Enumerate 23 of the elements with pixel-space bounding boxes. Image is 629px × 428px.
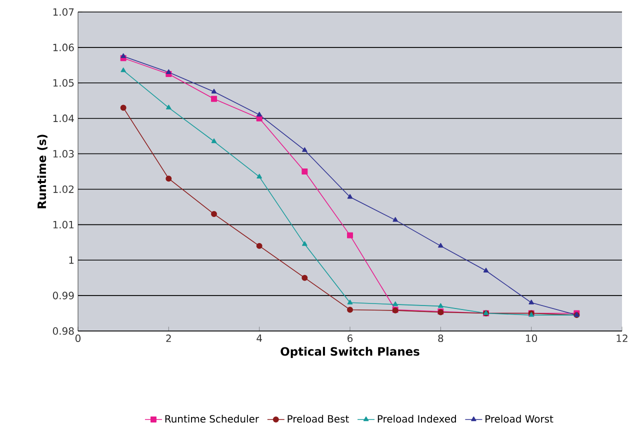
y-tick-label: 1.03 — [53, 150, 74, 158]
x-tick-label: 8 — [438, 334, 444, 342]
y-tick-label: 1.06 — [53, 44, 74, 52]
x-axis-title: Optical Switch Planes — [280, 346, 420, 358]
y-tick-label: 1.05 — [53, 79, 74, 87]
legend-label: Preload Worst — [486, 414, 554, 423]
y-tick-label: 0.98 — [52, 327, 74, 335]
x-tick-label: 12 — [616, 334, 628, 342]
y-tick-label: 1.04 — [53, 114, 74, 122]
y-tick-label: 1.02 — [53, 185, 74, 193]
x-tick-label: 0 — [75, 334, 81, 342]
y-tick-label: 1 — [69, 256, 74, 264]
legend-label: Preload Best — [288, 414, 349, 423]
y-tick-label: 1.07 — [53, 8, 74, 16]
y-tick-label: 1.01 — [53, 220, 74, 228]
x-tick-label: 6 — [348, 334, 353, 342]
y-axis-title: Runtime (s) — [37, 134, 48, 208]
y-tick-label: 0.99 — [52, 292, 74, 300]
x-tick-label: 4 — [256, 334, 262, 342]
x-tick-label: 2 — [166, 334, 171, 342]
x-tick-label: 10 — [526, 334, 538, 342]
legend-label: Runtime Scheduler — [165, 414, 260, 423]
legend-label: Preload Indexed — [378, 414, 456, 423]
